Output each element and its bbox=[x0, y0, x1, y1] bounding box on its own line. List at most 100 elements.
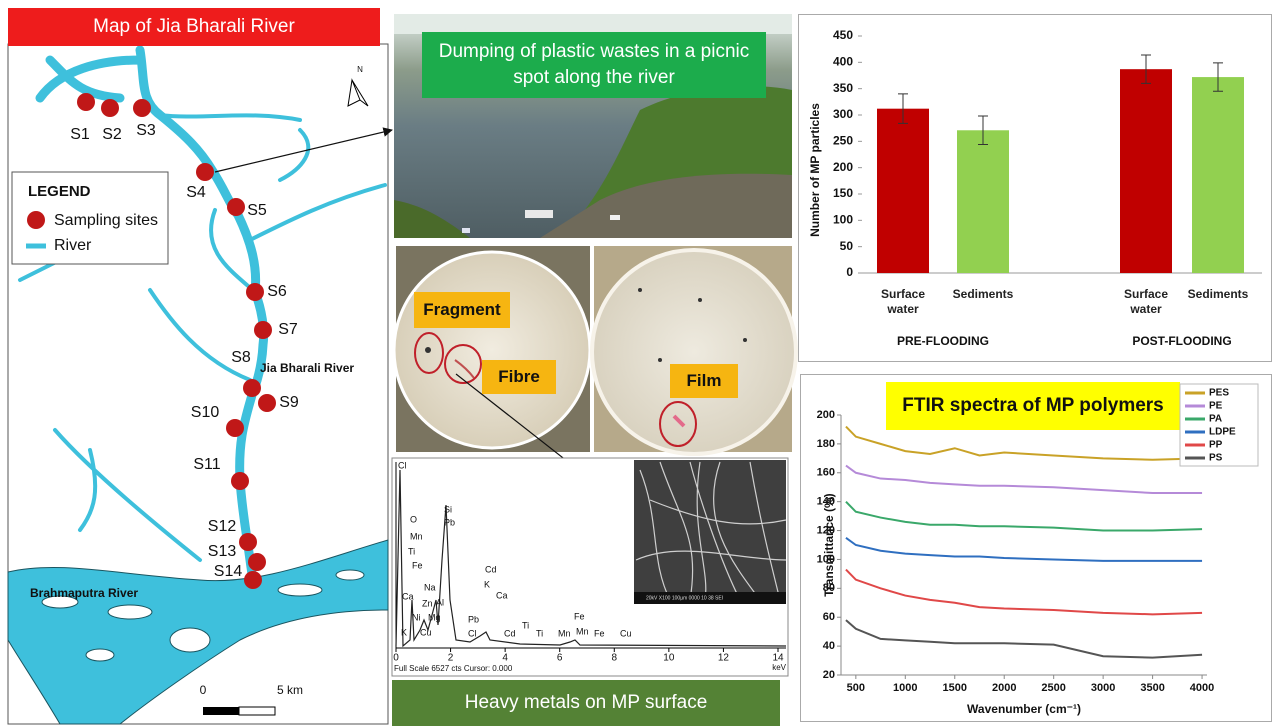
site-label: S4 bbox=[186, 184, 206, 201]
element-label: Mn bbox=[410, 531, 423, 541]
element-label: Mn bbox=[576, 626, 589, 636]
legend-label: PP bbox=[1209, 440, 1223, 451]
x-tick-label: 500 bbox=[847, 682, 865, 694]
element-label: Na bbox=[424, 582, 436, 592]
sampling-site bbox=[254, 321, 272, 339]
tick-label: 10 bbox=[663, 653, 675, 664]
y-tick-label: 100 bbox=[833, 213, 853, 227]
tick-label: 6 bbox=[557, 653, 563, 664]
element-label: Fe bbox=[594, 628, 605, 638]
y-tick-label: 200 bbox=[817, 409, 835, 421]
body: Map of Jia Bharali River Dumping of plas… bbox=[0, 0, 1276, 726]
scale-label: 5 km bbox=[277, 683, 303, 697]
element-label: Ti bbox=[536, 628, 543, 638]
site-label: S5 bbox=[247, 202, 267, 219]
site-label: S12 bbox=[208, 518, 237, 535]
site-label: S14 bbox=[214, 563, 243, 580]
sampling-site bbox=[226, 419, 244, 437]
group-label: POST-FLOODING bbox=[1132, 334, 1231, 348]
element-label: Ti bbox=[522, 620, 529, 630]
y-tick-label: 150 bbox=[833, 186, 853, 200]
element-label: Cd bbox=[504, 628, 516, 638]
element-label: Pb bbox=[444, 517, 455, 527]
river-label: Brahmaputra River bbox=[30, 586, 138, 600]
x-tick-label: 3000 bbox=[1091, 682, 1115, 694]
y-tick-label: 40 bbox=[823, 640, 835, 652]
bar bbox=[957, 130, 1009, 273]
element-label: Cd bbox=[485, 564, 497, 574]
element-label: Fe bbox=[412, 560, 423, 570]
sem-info: 20kV X100 100µm 0000 10 38 SEI bbox=[646, 595, 723, 601]
y-axis-title: Transmittance (%) bbox=[822, 493, 836, 596]
legend-item: Sampling sites bbox=[54, 212, 158, 229]
x-tick-label: 1500 bbox=[943, 682, 967, 694]
sampling-site bbox=[231, 472, 249, 490]
group-label: PRE-FLOODING bbox=[897, 334, 989, 348]
element-label: Cl bbox=[468, 628, 477, 638]
x-tick-label: 3500 bbox=[1140, 682, 1164, 694]
north-label: N bbox=[357, 65, 363, 74]
element-label: Ni bbox=[412, 612, 421, 622]
element-label: Fe bbox=[574, 611, 585, 621]
sampling-site bbox=[248, 553, 266, 571]
bar bbox=[1120, 69, 1172, 273]
legend-label: LDPE bbox=[1209, 427, 1236, 438]
site-label: S13 bbox=[208, 543, 237, 560]
site-label: S6 bbox=[267, 283, 287, 300]
y-tick-label: 50 bbox=[840, 239, 854, 253]
x-tick-label: 2000 bbox=[992, 682, 1016, 694]
unit-label: keV bbox=[772, 663, 786, 672]
tick-label: 2 bbox=[448, 653, 454, 664]
element-label: O bbox=[410, 514, 417, 524]
y-tick-label: 250 bbox=[833, 134, 853, 148]
tick-label: 0 bbox=[393, 653, 399, 664]
page: Microplastics in Jia Bharali River { "ma… bbox=[0, 0, 1276, 726]
y-tick-label: 300 bbox=[833, 107, 853, 121]
series-line bbox=[846, 620, 1202, 658]
scale-label: 0 bbox=[200, 683, 207, 697]
x-tick-label: 2500 bbox=[1041, 682, 1065, 694]
bar bbox=[1192, 77, 1244, 273]
sampling-site bbox=[196, 163, 214, 181]
x-tick-label: 1000 bbox=[893, 682, 917, 694]
legend-item: River bbox=[54, 237, 92, 254]
tick-label: 14 bbox=[772, 653, 784, 664]
y-tick-label: 400 bbox=[833, 55, 853, 69]
x-tick-label: Sediments bbox=[948, 287, 1018, 302]
element-label: Ca bbox=[496, 590, 508, 600]
element-label: Cl bbox=[398, 460, 407, 470]
sampling-site bbox=[77, 93, 95, 111]
element-label: Si bbox=[444, 504, 452, 514]
legend-label: PS bbox=[1209, 453, 1223, 464]
overlay: S1S2S3S4S5S6S7S8S9S10S11S12S13S14LEGENDS… bbox=[0, 0, 1276, 726]
sampling-site bbox=[258, 394, 276, 412]
sampling-site bbox=[246, 283, 264, 301]
site-label: S10 bbox=[191, 404, 220, 421]
x-tick-label: Surface water bbox=[1111, 287, 1181, 317]
element-label: K bbox=[401, 627, 407, 637]
series-line bbox=[846, 427, 1202, 460]
tick-label: 12 bbox=[718, 653, 730, 664]
y-tick-label: 60 bbox=[823, 611, 835, 623]
legend-label: PA bbox=[1209, 414, 1222, 425]
sampling-site bbox=[239, 533, 257, 551]
x-tick-label: Sediments bbox=[1183, 287, 1253, 302]
site-label: S8 bbox=[231, 349, 251, 366]
element-label: Ca bbox=[402, 591, 414, 601]
element-label: Zn bbox=[422, 598, 433, 608]
eds-footer: Full Scale 6527 cts Cursor: 0.000 bbox=[394, 664, 513, 673]
element-label: Cu bbox=[420, 627, 432, 637]
y-tick-label: 160 bbox=[817, 467, 835, 479]
x-tick-label: 4000 bbox=[1190, 682, 1214, 694]
element-label: K bbox=[484, 579, 490, 589]
y-tick-label: 350 bbox=[833, 81, 853, 95]
element-label: Pb bbox=[468, 614, 479, 624]
y-tick-label: 450 bbox=[833, 28, 853, 42]
x-tick-label: Surface water bbox=[868, 287, 938, 317]
legend-label: PES bbox=[1209, 388, 1229, 399]
legend-title: LEGEND bbox=[28, 183, 91, 200]
y-tick-label: 200 bbox=[833, 160, 853, 174]
figure: Map of Jia Bharali River Dumping of plas… bbox=[0, 0, 1276, 726]
element-label: Mg bbox=[428, 612, 441, 622]
element-label: Mn bbox=[558, 628, 571, 638]
